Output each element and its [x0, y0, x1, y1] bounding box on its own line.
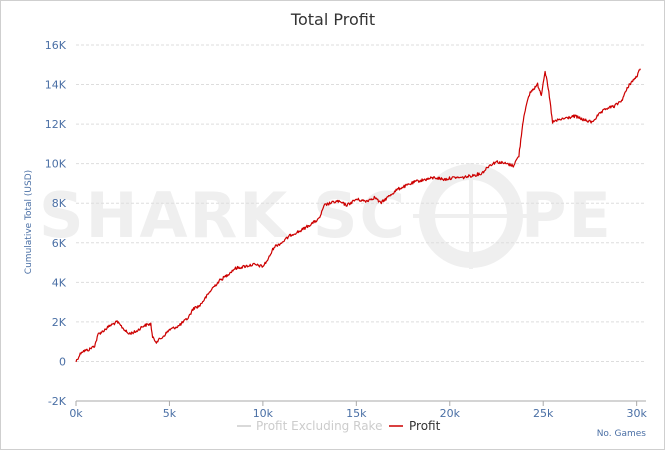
y-tick-label: 2K — [52, 316, 67, 329]
chart-title: Total Profit — [290, 10, 375, 29]
y-tick-label: 0 — [59, 355, 66, 368]
series-line-profit — [75, 68, 641, 363]
x-tick-label: 30k — [626, 407, 647, 420]
y-tick-label: 6K — [52, 237, 67, 250]
legend-label-profit: Profit — [409, 419, 441, 433]
axis-ticks: -2K 0 2K 4K 6K 8K 10K 12K 14K 16K 0k 5k 10k 15k 20k 25k… — [45, 39, 648, 420]
legend-item-profit[interactable]: Profit — [389, 419, 441, 433]
x-axis-label: No. Games — [597, 429, 647, 439]
y-axis-label: Cumulative Total (USD) — [24, 170, 34, 274]
watermark-left: SHARK SC — [39, 179, 407, 252]
x-tick-label: 5k — [163, 407, 177, 420]
series-layer — [75, 68, 641, 363]
x-tick-label: 20k — [440, 407, 461, 420]
y-tick-label: 10K — [45, 158, 67, 171]
y-tick-label: 8K — [52, 197, 67, 210]
y-tick-label: 12K — [45, 118, 67, 131]
x-tick-label: 25k — [533, 407, 554, 420]
watermark-scope-icon — [413, 163, 529, 269]
legend-label-profit-excluding-rake: Profit Excluding Rake — [256, 419, 382, 433]
grid-lines — [75, 44, 646, 406]
y-tick-label: 16K — [45, 39, 67, 52]
y-tick-label: 14K — [45, 79, 67, 92]
y-tick-label: -2K — [48, 395, 67, 408]
legend: Profit Excluding Rake Profit — [237, 419, 441, 433]
y-tick-label: 4K — [52, 276, 67, 289]
legend-item-profit-excluding-rake[interactable]: Profit Excluding Rake — [237, 419, 382, 433]
x-tick-label: 0k — [69, 407, 83, 420]
watermark-right: PE — [521, 179, 613, 252]
x-tick-label: 15k — [346, 407, 367, 420]
x-tick-label: 10k — [253, 407, 274, 420]
